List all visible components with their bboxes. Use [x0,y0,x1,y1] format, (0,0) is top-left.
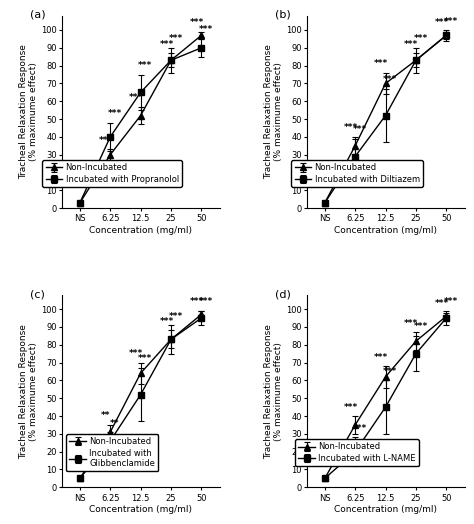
Text: ***: *** [444,298,458,307]
Text: ***: *** [404,319,419,328]
Text: ***: *** [168,312,182,321]
Text: ***: *** [99,136,113,145]
Y-axis label: Tracheal Relaxation Response
(% maximume effect): Tracheal Relaxation Response (% maximume… [19,45,38,179]
Text: ***: *** [374,353,388,362]
Legend: Non-Incubated, Incubated with
Glibbenclamide: Non-Incubated, Incubated with Glibbencla… [66,434,158,472]
Text: ***: *** [444,17,458,26]
Y-axis label: Tracheal Relaxation Response
(% maximume effect): Tracheal Relaxation Response (% maximume… [264,45,283,179]
Text: ***: *** [413,35,428,43]
Text: ***: *** [159,317,173,326]
Text: ***: *** [344,402,358,411]
Text: ***: *** [159,40,173,49]
Text: ***: *** [190,18,204,27]
Text: ***: *** [138,61,152,70]
Y-axis label: Tracheal Relaxation Response
(% maximume effect): Tracheal Relaxation Response (% maximume… [19,324,38,458]
Text: ***: *** [413,322,428,331]
Text: ***: *** [108,109,122,118]
Text: ***: *** [383,75,397,84]
Text: ***: *** [374,59,388,68]
Y-axis label: Tracheal Relaxation Response
(% maximume effect): Tracheal Relaxation Response (% maximume… [264,324,283,458]
Text: (d): (d) [275,289,291,299]
Text: ***: *** [168,35,182,43]
X-axis label: Concentration (mg/ml): Concentration (mg/ml) [334,226,437,235]
Text: **: ** [101,411,110,420]
Text: (c): (c) [30,289,45,299]
Text: ***: *** [404,40,419,49]
Text: ***: *** [435,299,449,308]
Text: ***: *** [199,26,213,35]
Text: **: ** [110,419,119,428]
Text: ***: *** [129,349,143,358]
Legend: Non-Incubated, Incubated with Diltiazem: Non-Incubated, Incubated with Diltiazem [291,160,423,187]
Text: ***: *** [190,298,204,307]
Text: (a): (a) [30,10,46,20]
Text: ***: *** [353,125,367,134]
Text: ***: *** [435,18,449,27]
Text: ***: *** [138,354,152,364]
Text: (b): (b) [275,10,291,20]
X-axis label: Concentration (mg/ml): Concentration (mg/ml) [89,505,192,515]
Text: ***: *** [344,124,358,133]
Legend: Non-Incubated, Incubated with L-NAME: Non-Incubated, Incubated with L-NAME [295,439,419,466]
Text: ***: *** [199,298,213,307]
X-axis label: Concentration (mg/ml): Concentration (mg/ml) [89,226,192,235]
Text: ***: *** [129,93,143,102]
Legend: Non-Incubated, Incubated with Propranolol: Non-Incubated, Incubated with Propranolo… [42,160,182,187]
Text: ***: *** [383,367,397,376]
X-axis label: Concentration (mg/ml): Concentration (mg/ml) [334,505,437,515]
Text: ***: *** [353,424,367,433]
